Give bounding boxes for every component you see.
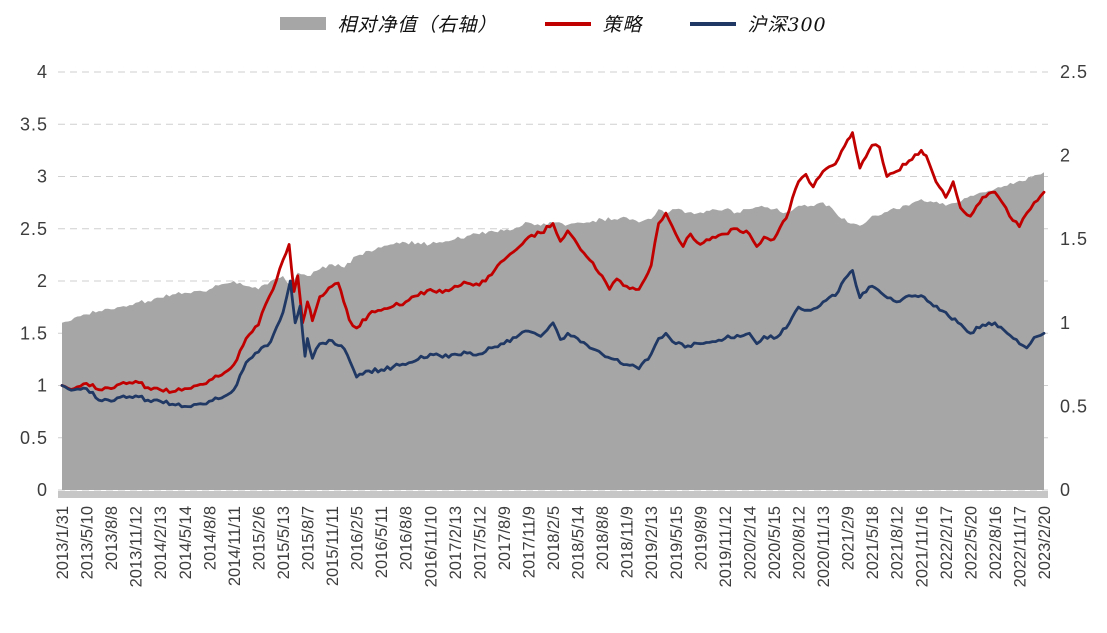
x-axis-label: 2015/11/11 <box>324 506 342 586</box>
x-axis-label: 2021/2/9 <box>840 506 858 570</box>
x-axis-label: 2019/8/9 <box>692 506 710 570</box>
x-axis-label: 2017/2/13 <box>447 506 465 579</box>
x-axis-label: 2014/8/8 <box>201 506 219 570</box>
x-axis-label: 2019/11/12 <box>717 506 735 587</box>
legend-label-csi300: 沪深300 <box>747 14 827 36</box>
x-axis-label: 2014/5/14 <box>177 506 195 579</box>
relative-nav-area <box>62 172 1044 491</box>
strategy-line <box>60 131 1046 394</box>
x-axis-label: 2013/1/31 <box>54 506 72 579</box>
y-axis-label-right: 0.5 <box>1060 396 1088 416</box>
x-axis-label: 2023/2/20 <box>1036 506 1054 579</box>
legend-item-relative-nav: 相对净值（右轴） <box>280 10 497 37</box>
y-axis-label-left: 2 <box>37 271 48 291</box>
y-axis-label-left: 0.5 <box>20 428 48 448</box>
x-axis-label: 2018/11/9 <box>619 506 637 578</box>
legend-item-csi300: 沪深300 <box>690 10 826 37</box>
x-axis-label: 2017/8/9 <box>496 506 514 570</box>
x-axis-label: 2022/8/16 <box>987 506 1005 579</box>
x-axis-label: 2013/8/8 <box>103 506 121 570</box>
x-axis-label: 2022/11/17 <box>1011 506 1029 587</box>
legend-label-strategy: 策略 <box>602 14 643 36</box>
x-axis-label: 2018/8/8 <box>594 506 612 570</box>
y-axis-label-left: 4 <box>37 62 48 82</box>
y-axis-label-left: 1 <box>37 376 48 396</box>
x-axis-label: 2021/8/12 <box>889 506 907 579</box>
chart-legend: 相对净值（右轴） 策略 沪深300 <box>0 10 1107 37</box>
legend-label-relative-nav: 相对净值（右轴） <box>337 14 498 36</box>
x-axis-label: 2018/5/14 <box>570 506 588 579</box>
x-axis-label: 2017/5/12 <box>471 506 489 579</box>
x-axis-label: 2015/5/13 <box>275 506 293 579</box>
y-axis-label-left: 2.5 <box>20 219 48 239</box>
x-axis-label: 2013/11/12 <box>128 506 146 587</box>
y-axis-label-left: 1.5 <box>20 323 48 343</box>
x-axis-label: 2022/2/17 <box>938 506 956 579</box>
x-axis-label: 2022/5/20 <box>962 506 980 579</box>
csi300-line <box>60 269 1046 409</box>
x-axis-label: 2021/11/16 <box>913 506 931 587</box>
x-axis-label: 2016/2/5 <box>349 506 367 570</box>
x-axis-label: 2014/2/13 <box>152 506 170 579</box>
y-axis-label-right: 2 <box>1060 146 1071 166</box>
x-axis-label: 2020/2/14 <box>741 506 759 579</box>
y-axis-label-left: 3.5 <box>20 114 48 134</box>
x-axis-label: 2019/2/13 <box>643 506 661 579</box>
x-axis-label: 2016/5/11 <box>373 506 391 578</box>
y-axis-label-right: 1 <box>1060 313 1071 333</box>
x-axis-baseline <box>58 491 1048 498</box>
x-axis-label: 2019/5/15 <box>668 506 686 579</box>
y-axis-label-right: 0 <box>1060 480 1071 500</box>
area-swatch-icon <box>280 17 327 30</box>
x-axis-label: 2013/5/10 <box>79 506 97 579</box>
line-swatch-icon <box>690 21 737 26</box>
x-axis-label: 2017/11/9 <box>520 506 538 578</box>
y-axis-label-right: 1.5 <box>1060 229 1088 249</box>
x-axis-label: 2014/11/11 <box>226 506 244 586</box>
y-axis-label-left: 3 <box>37 167 48 187</box>
x-axis-label: 2015/2/6 <box>250 506 268 570</box>
x-axis-label: 2016/11/10 <box>422 506 440 587</box>
x-axis-label: 2020/11/13 <box>815 506 833 587</box>
x-axis-label: 2016/8/8 <box>398 506 416 570</box>
line-swatch-icon <box>545 21 592 26</box>
legend-item-strategy: 策略 <box>545 10 642 37</box>
x-axis-label: 2015/8/7 <box>300 506 318 570</box>
y-axis-label-left: 0 <box>37 480 48 500</box>
y-axis-label-right: 2.5 <box>1060 62 1088 82</box>
x-axis-label: 2018/2/5 <box>545 506 563 570</box>
x-axis-label: 2020/5/15 <box>766 506 784 579</box>
x-axis-label: 2021/5/18 <box>864 506 882 579</box>
x-axis-label: 2020/8/12 <box>791 506 809 579</box>
